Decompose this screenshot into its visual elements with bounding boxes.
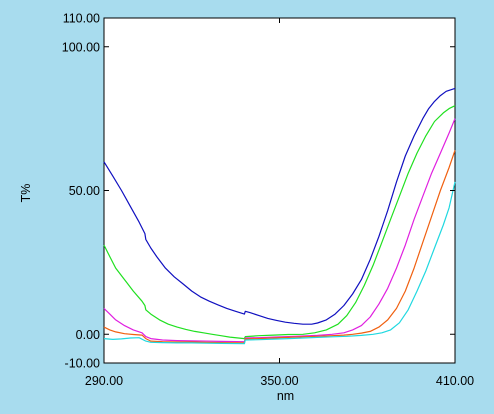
y-tick-label: 110.00 <box>63 12 100 26</box>
x-tick-label: 290.00 <box>85 374 123 388</box>
y-tick-label: -10.00 <box>65 357 100 371</box>
series-line-1 <box>103 87 456 325</box>
y-axis-title: T% <box>19 184 33 203</box>
plot-area <box>103 17 456 364</box>
x-axis-title: nm <box>277 389 294 403</box>
y-tick-label: 100.00 <box>62 40 100 54</box>
series-layer <box>103 87 456 345</box>
series-line-3 <box>103 118 456 343</box>
y-tick-label: 50.00 <box>69 184 100 198</box>
series-line-2 <box>103 105 456 340</box>
y-tick-label: 0.00 <box>76 328 100 342</box>
y-axis: 110.00 100.00 50.00 0.00 -10.00 <box>62 12 455 371</box>
series-line-5 <box>103 181 456 345</box>
x-tick-label: 350.00 <box>260 374 298 388</box>
series-line-4 <box>103 150 456 344</box>
x-tick-label: 410.00 <box>436 374 474 388</box>
x-axis: 290.00 350.00 410.00 <box>85 18 474 388</box>
